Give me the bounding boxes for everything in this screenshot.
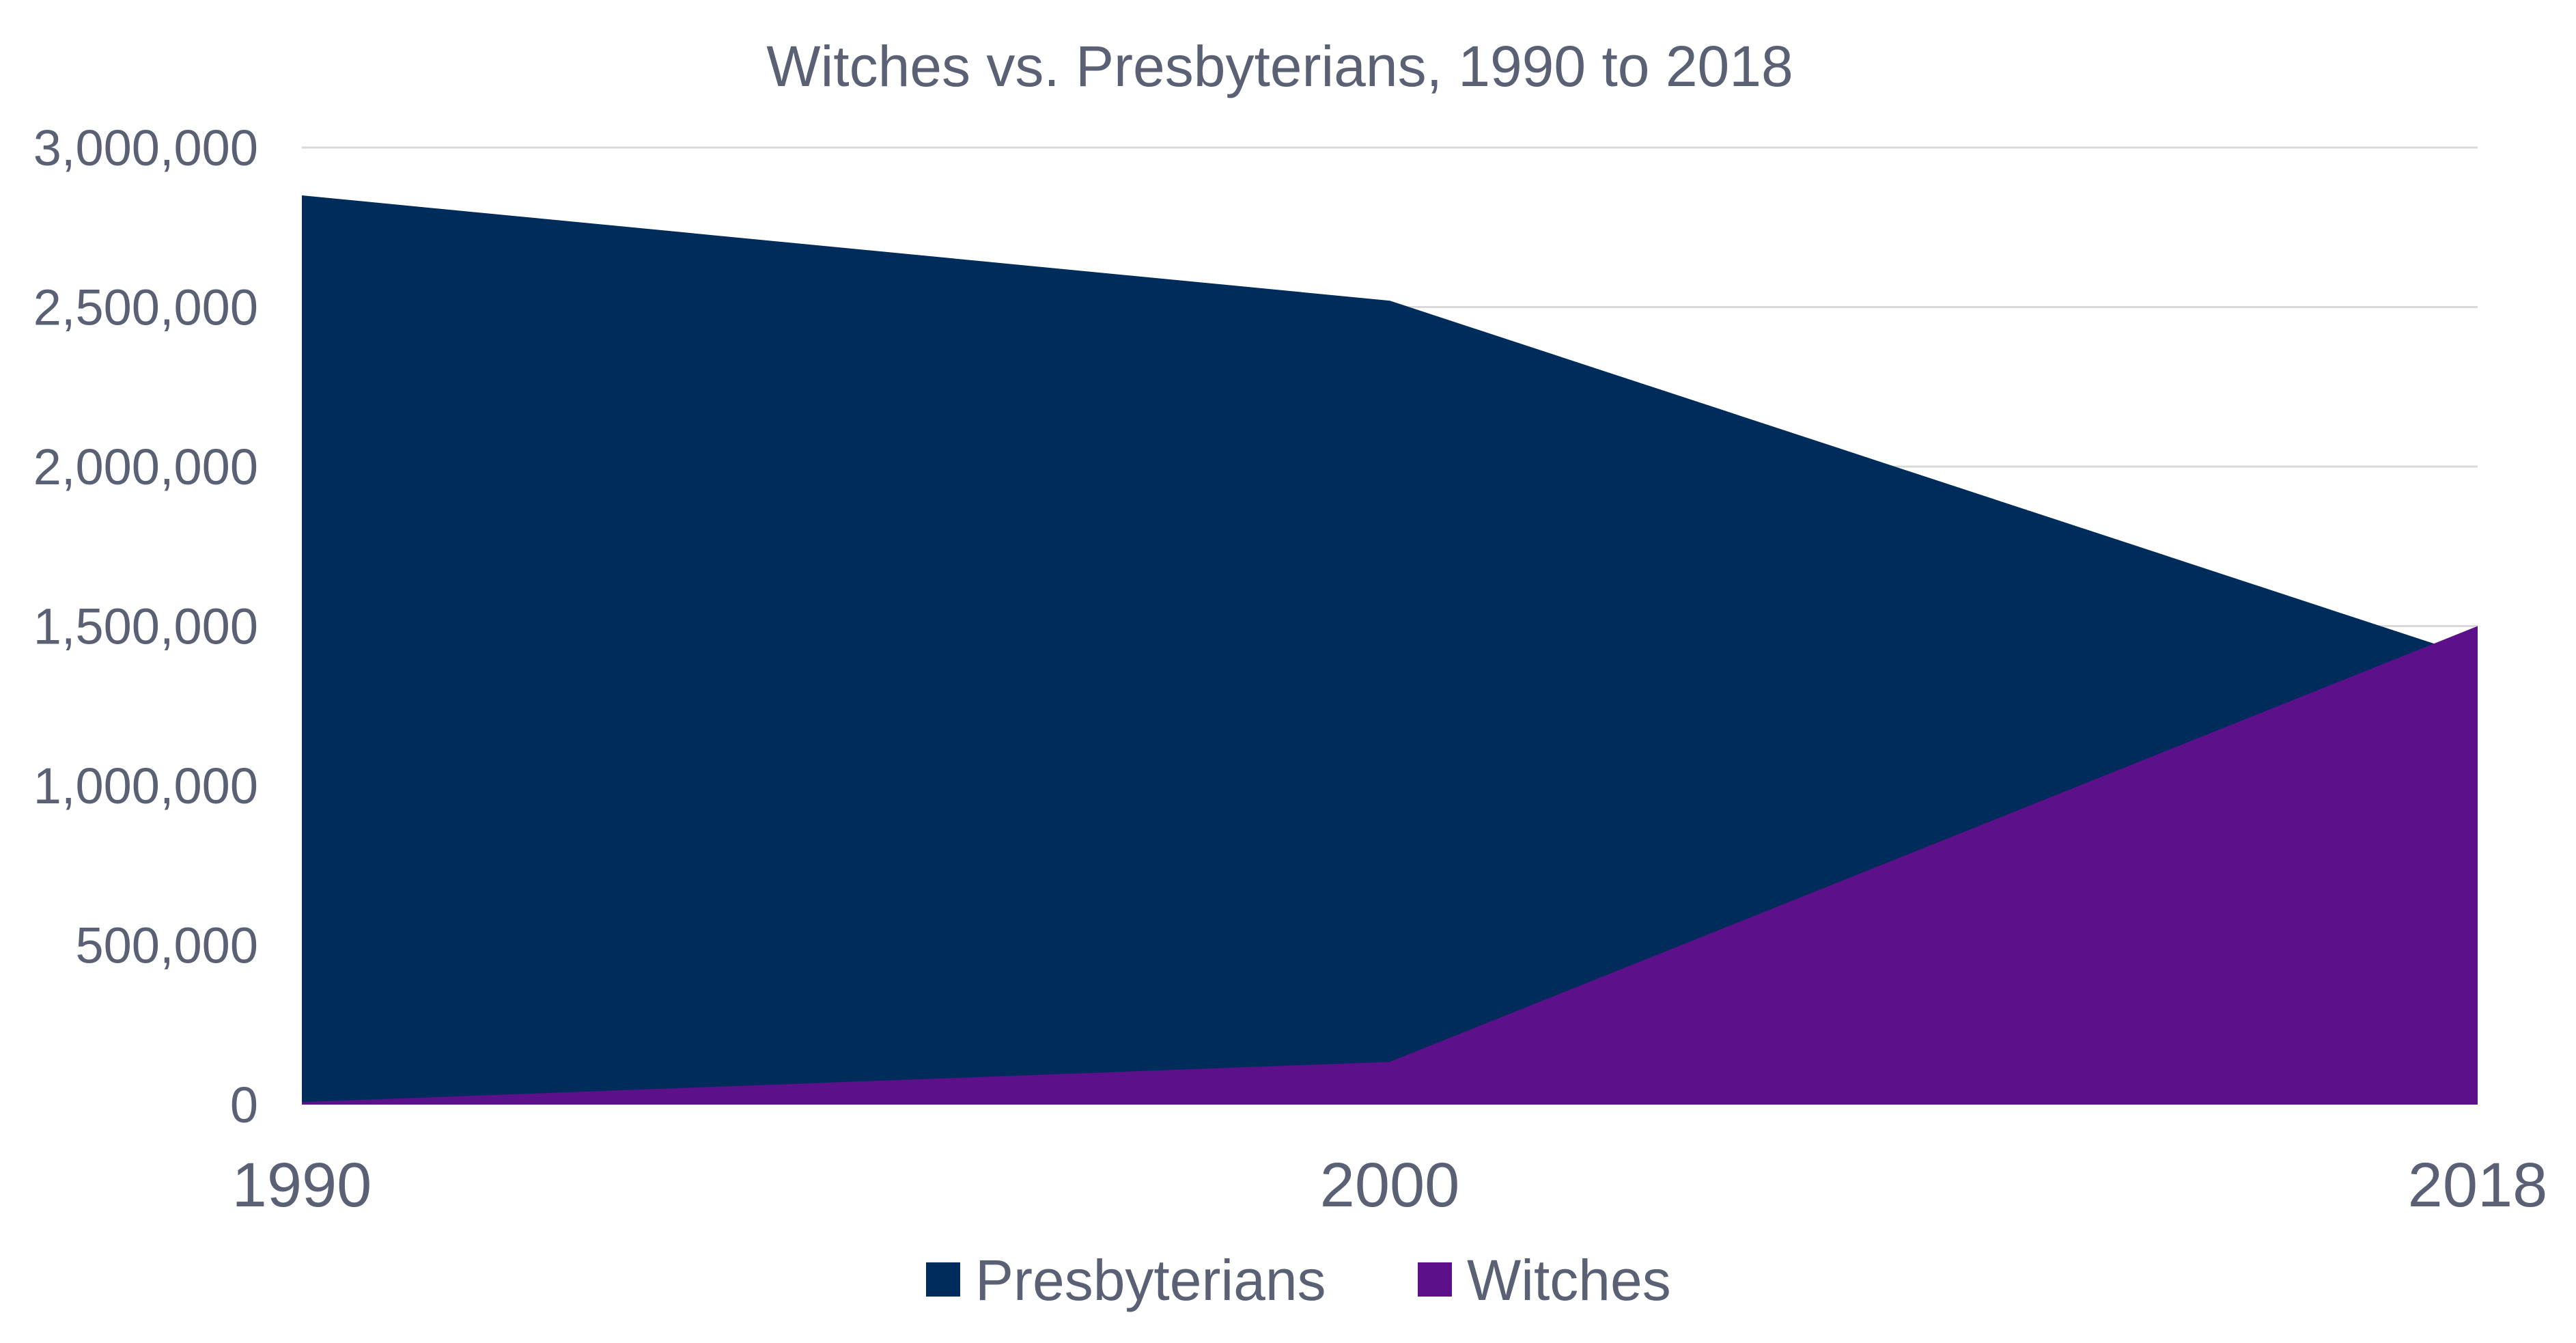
y-tick-label: 1,000,000 xyxy=(33,758,258,814)
y-tick-label: 3,000,000 xyxy=(33,120,258,176)
chart-title: Witches vs. Presbyterians, 1990 to 2018 xyxy=(766,34,1793,98)
plot-areas xyxy=(302,195,2478,1105)
y-tick-label: 2,500,000 xyxy=(33,279,258,336)
area-witches xyxy=(302,626,2478,1105)
legend-swatch-presbyterians xyxy=(926,1262,960,1297)
legend-label-witches: Witches xyxy=(1467,1248,1671,1312)
y-tick-label: 2,000,000 xyxy=(33,439,258,495)
legend-label-presbyterians: Presbyterians xyxy=(975,1248,1326,1312)
legend: Presbyterians Witches xyxy=(926,1248,1671,1312)
x-tick-label: 2000 xyxy=(1320,1150,1460,1220)
x-tick-label: 1990 xyxy=(232,1150,372,1220)
legend-swatch-witches xyxy=(1418,1262,1452,1297)
y-tick-label: 1,500,000 xyxy=(33,598,258,655)
x-axis-ticks: 1990 2000 2018 xyxy=(232,1150,2548,1220)
y-tick-label: 0 xyxy=(230,1077,258,1133)
y-axis-ticks: 0 500,000 1,000,000 1,500,000 2,000,000 2,500… xyxy=(33,120,258,1133)
y-tick-label: 500,000 xyxy=(76,917,259,974)
x-tick-label: 2018 xyxy=(2408,1150,2548,1220)
